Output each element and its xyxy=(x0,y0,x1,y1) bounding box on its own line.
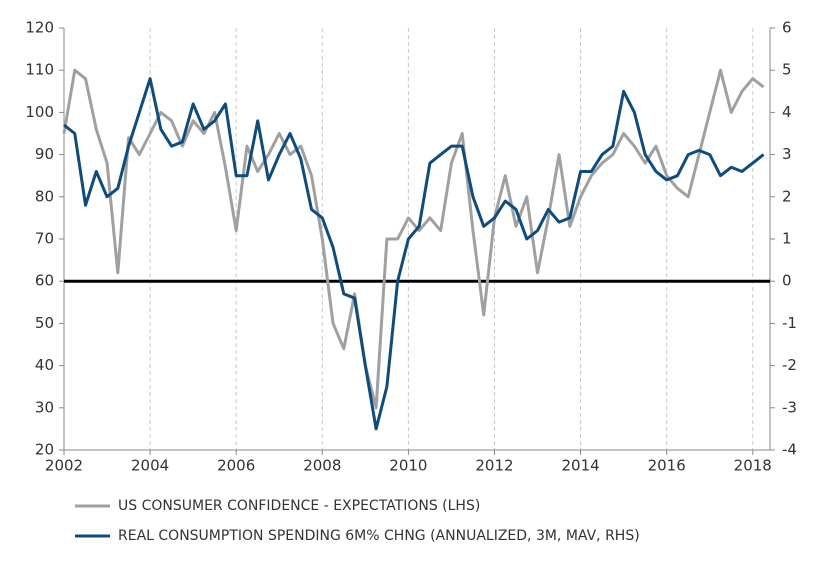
x-tick-label: 2012 xyxy=(475,457,513,475)
x-tick-label: 2004 xyxy=(131,457,169,475)
y-tick-label: 20 xyxy=(35,441,54,459)
y-tick-label: 30 xyxy=(35,398,54,416)
y-tick-label: 120 xyxy=(25,19,54,37)
y2-tick-label: 0 xyxy=(782,272,792,290)
y2-tick-label: 5 xyxy=(782,61,792,79)
y-tick-label: 110 xyxy=(25,61,54,79)
y2-tick-label: -4 xyxy=(782,441,797,459)
y-tick-label: 50 xyxy=(35,314,54,332)
x-tick-label: 2018 xyxy=(734,457,772,475)
series-line xyxy=(62,68,765,410)
y2-tick-label: -2 xyxy=(782,356,797,374)
y-tick-label: 80 xyxy=(35,187,54,205)
y-tick-label: 70 xyxy=(35,230,54,248)
x-tick-label: 2002 xyxy=(45,457,83,475)
y2-tick-label: 2 xyxy=(782,187,792,205)
series-line xyxy=(63,77,765,431)
y-tick-label: 40 xyxy=(35,356,54,374)
legend-label: US CONSUMER CONFIDENCE - EXPECTATIONS (L… xyxy=(118,498,480,514)
y-tick-label: 90 xyxy=(35,145,54,163)
y-tick-label: 60 xyxy=(35,272,54,290)
x-tick-label: 2014 xyxy=(561,457,599,475)
legend-label: REAL CONSUMPTION SPENDING 6M% CHNG (ANNU… xyxy=(118,528,640,544)
x-tick-label: 2008 xyxy=(303,457,341,475)
y2-tick-label: 1 xyxy=(782,230,792,248)
y2-tick-label: 3 xyxy=(782,145,792,163)
y2-tick-label: 4 xyxy=(782,103,792,121)
y2-tick-label: 6 xyxy=(782,19,792,37)
y2-tick-label: -1 xyxy=(782,314,797,332)
x-tick-label: 2006 xyxy=(217,457,255,475)
x-tick-label: 2016 xyxy=(648,457,686,475)
y-tick-label: 100 xyxy=(25,103,54,121)
y2-tick-label: -3 xyxy=(782,398,797,416)
x-tick-label: 2010 xyxy=(389,457,427,475)
